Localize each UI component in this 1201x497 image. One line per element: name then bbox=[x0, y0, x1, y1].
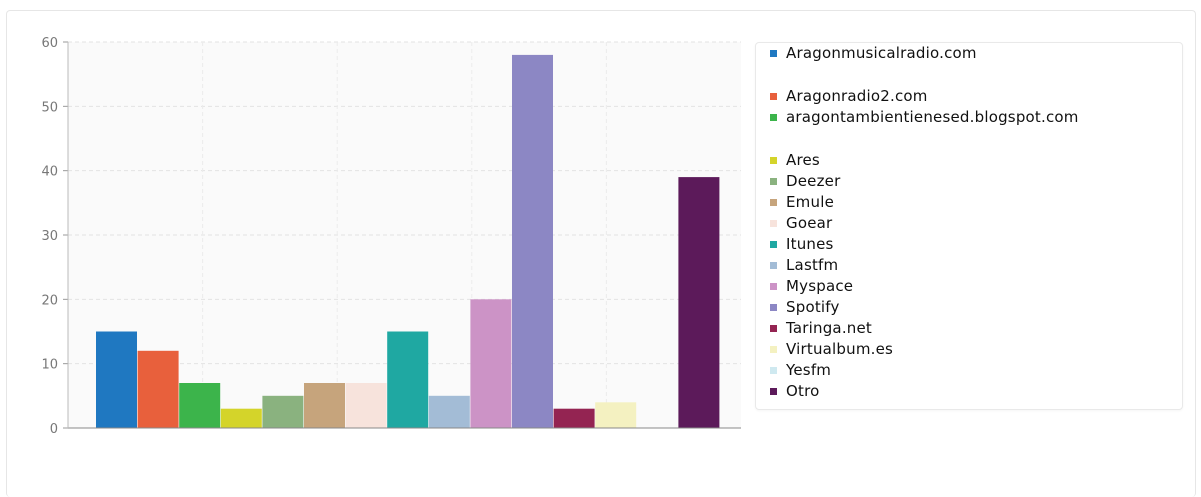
legend-item[interactable]: Deezer bbox=[770, 171, 840, 191]
bar-myspace[interactable] bbox=[470, 299, 512, 428]
legend-label: Aragonmusicalradio.com bbox=[786, 44, 977, 62]
y-tick-label: 50 bbox=[41, 100, 58, 115]
legend-swatch bbox=[770, 198, 777, 206]
legend-swatch bbox=[770, 240, 777, 248]
legend-label: aragontambientienesed.blogspot.com bbox=[786, 108, 1079, 126]
bar-deezer[interactable] bbox=[262, 395, 304, 428]
legend-label: Spotify bbox=[786, 298, 840, 316]
legend-item[interactable]: Aragonradio2.com bbox=[770, 86, 928, 106]
legend-label: Ares bbox=[786, 151, 820, 169]
bar-ares[interactable] bbox=[220, 408, 262, 428]
legend-item[interactable]: Taringa.net bbox=[770, 318, 872, 338]
legend-label: Aragonradio2.com bbox=[786, 87, 928, 105]
legend-swatch bbox=[770, 387, 777, 395]
legend-swatch bbox=[770, 282, 777, 290]
legend-item[interactable]: aragontambientienesed.blogspot.com bbox=[770, 107, 1079, 127]
grid-lines bbox=[68, 41, 741, 428]
bar-lastfm[interactable] bbox=[428, 395, 470, 428]
legend-swatch bbox=[770, 113, 777, 121]
bar-goear[interactable] bbox=[345, 383, 387, 428]
legend-item[interactable]: Otro bbox=[770, 381, 820, 401]
legend-item[interactable]: Spotify bbox=[770, 297, 840, 317]
legend-item[interactable]: Goear bbox=[770, 213, 832, 233]
legend-label: Itunes bbox=[786, 235, 834, 253]
legend-swatch bbox=[770, 324, 777, 332]
legend-item[interactable]: Virtualbum.es bbox=[770, 339, 893, 359]
y-tick-label: 30 bbox=[41, 229, 58, 244]
legend-item[interactable]: Ares bbox=[770, 150, 820, 170]
legend-swatch bbox=[770, 261, 777, 269]
legend-label: Deezer bbox=[786, 172, 841, 190]
legend-swatch bbox=[770, 92, 777, 100]
y-tick-label: 0 bbox=[50, 422, 58, 437]
bar-aragonradio2-com[interactable] bbox=[137, 350, 179, 428]
bar-itunes[interactable] bbox=[387, 331, 429, 429]
legend-label: Emule bbox=[786, 193, 834, 211]
y-tick-label: 40 bbox=[41, 165, 58, 180]
bar-aragonmusicalradio-com[interactable] bbox=[96, 331, 137, 429]
legend-label: Virtualbum.es bbox=[786, 340, 894, 358]
legend-swatch bbox=[770, 219, 777, 227]
legend-item[interactable]: Emule bbox=[770, 192, 834, 212]
bar-aragontambientienesed-blogspot-com[interactable] bbox=[179, 383, 221, 428]
legend-label: Otro bbox=[786, 382, 820, 400]
y-tick-label: 20 bbox=[41, 293, 58, 308]
y-tick-label: 10 bbox=[41, 358, 58, 373]
legend-item[interactable]: Aragonmusicalradio.com bbox=[770, 43, 977, 63]
bar-taringa-net[interactable] bbox=[553, 408, 595, 428]
bar-virtualbum-es[interactable] bbox=[595, 402, 637, 428]
bar-chart: 0 10 20 30 40 50 60 bbox=[41, 36, 741, 437]
y-tick-label: 60 bbox=[41, 36, 58, 51]
legend-item[interactable]: Myspace bbox=[770, 276, 853, 296]
legend-swatch bbox=[770, 49, 777, 57]
legend-item[interactable]: Yesfm bbox=[770, 360, 831, 380]
legend-label: Goear bbox=[786, 214, 833, 232]
bar-emule[interactable] bbox=[304, 383, 345, 428]
legend-label: Lastfm bbox=[786, 256, 839, 274]
legend bbox=[755, 42, 1183, 410]
legend-item[interactable]: Itunes bbox=[770, 234, 834, 254]
legend-swatch bbox=[770, 345, 777, 353]
legend-label: Taringa.net bbox=[786, 319, 873, 337]
bar-otro[interactable] bbox=[678, 177, 720, 428]
legend-swatch bbox=[770, 303, 777, 311]
legend-swatch bbox=[770, 156, 777, 164]
y-axis-ticks: 0 10 20 30 40 50 60 bbox=[41, 36, 68, 437]
legend-swatch bbox=[770, 366, 777, 374]
legend-swatch bbox=[770, 177, 777, 185]
legend-item[interactable]: Lastfm bbox=[770, 255, 838, 275]
legend-label: Myspace bbox=[786, 277, 854, 295]
bars bbox=[96, 54, 720, 429]
bar-spotify[interactable] bbox=[512, 54, 553, 429]
legend-label: Yesfm bbox=[786, 361, 832, 379]
